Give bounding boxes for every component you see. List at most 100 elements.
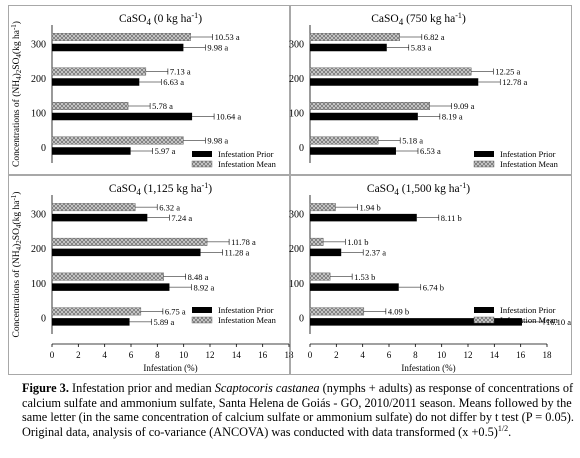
caption-exponent: 1/2: [497, 423, 509, 433]
bar-infestation-prior: [310, 112, 418, 121]
bar-infestation-mean: [51, 136, 184, 145]
bar-infestation-prior: [310, 248, 342, 257]
y-tick-label: 300: [289, 39, 304, 50]
data-label: 5.83 a: [411, 43, 432, 53]
data-label: 10.64 a: [216, 112, 241, 122]
bar-infestation-mean: [309, 203, 336, 212]
y-tick-label: 100: [289, 279, 304, 290]
bar-infestation-prior: [310, 213, 417, 222]
data-label: 11.28 a: [225, 248, 250, 258]
legend-swatch-prior: [474, 151, 494, 157]
bar-infestation-prior: [52, 112, 193, 121]
x-tick-label: 14: [232, 350, 242, 360]
x-tick-label: 12: [206, 350, 215, 360]
bar-infestation-prior: [52, 213, 148, 222]
legend-swatch-prior: [192, 151, 212, 157]
panel-title: CaSO4 (0 kg ha-1): [119, 11, 202, 27]
x-tick-label: 2: [76, 350, 81, 360]
data-label: 11.78 a: [231, 237, 256, 247]
x-axis-label: Infestation (%): [143, 363, 197, 373]
bar-infestation-mean: [51, 102, 129, 110]
data-label: 4.09 b: [388, 307, 409, 317]
panel-title: CaSO4 (750 kg ha-1): [371, 11, 466, 27]
data-label: 5.97 a: [155, 146, 176, 156]
data-label: 6.63 a: [163, 77, 184, 87]
y-tick-label: 100: [289, 108, 304, 119]
caption-text-2: (nymphs + adults) as response of concent…: [22, 381, 574, 439]
data-label: 8.11 b: [441, 213, 462, 223]
data-label: 5.89 a: [154, 317, 175, 327]
data-label: 12.25 a: [495, 67, 520, 77]
data-label: 2.37 a: [365, 248, 386, 258]
y-tick-label: 200: [289, 244, 304, 255]
bar-infestation-mean: [51, 237, 208, 246]
x-tick-label: 6: [129, 350, 134, 360]
legend-label-mean: Infestation Mean: [500, 315, 559, 325]
bar-infestation-prior: [310, 283, 399, 291]
legend-label-prior: Infestation Prior: [218, 305, 274, 315]
x-tick-label: 0: [308, 350, 313, 360]
panel-frame: [290, 5, 572, 175]
y-tick-label: 300: [289, 209, 304, 220]
bar-infestation-mean: [309, 272, 331, 281]
legend-swatch-mean: [191, 316, 213, 324]
y-tick-label: 0: [41, 314, 46, 325]
data-label: 5.78 a: [152, 101, 173, 111]
y-tick-label: 100: [31, 108, 46, 119]
bar-infestation-prior: [52, 78, 140, 86]
x-tick-label: 2: [334, 350, 339, 360]
data-label: 6.75 a: [165, 307, 186, 317]
legend-label-mean: Infestation Mean: [218, 315, 277, 325]
bar-infestation-mean: [51, 203, 136, 212]
x-tick-label: 10: [437, 350, 447, 360]
x-tick-label: 14: [490, 350, 500, 360]
bar-infestation-mean: [51, 67, 147, 76]
bar-infestation-prior: [52, 318, 130, 326]
data-label: 16.10 a: [546, 317, 571, 327]
bar-infestation-prior: [310, 78, 479, 86]
data-label: 8.92 a: [193, 282, 214, 292]
data-label: 7.13 a: [170, 67, 191, 77]
legend-label-mean: Infestation Mean: [500, 159, 559, 169]
data-label: 6.82 a: [424, 32, 445, 42]
bar-infestation-mean: [51, 272, 164, 281]
x-tick-label: 8: [155, 350, 160, 360]
x-tick-label: 10: [179, 350, 189, 360]
bar-infestation-mean: [309, 67, 472, 76]
panel-title: CaSO4 (1,125 kg ha-1): [109, 181, 212, 197]
x-tick-label: 18: [285, 350, 295, 360]
x-tick-label: 4: [102, 350, 107, 360]
panel-frame: [8, 175, 290, 375]
data-label: 1.01 b: [347, 237, 368, 247]
data-label: 6.32 a: [159, 202, 180, 212]
y-tick-label: 300: [31, 39, 46, 50]
panel-title: CaSO4 (1,500 kg ha-1): [367, 181, 470, 197]
bar-infestation-prior: [52, 248, 201, 257]
legend-swatch-mean: [473, 316, 495, 324]
y-tick-label: 200: [31, 244, 46, 255]
bar-infestation-mean: [309, 237, 324, 246]
caption-species: Scaptocoris castanea: [214, 381, 320, 395]
data-label: 6.74 b: [423, 282, 444, 292]
data-label: 1.53 b: [354, 272, 375, 282]
bar-infestation-mean: [309, 102, 430, 110]
bar-infestation-prior: [52, 147, 131, 155]
data-label: 7.24 a: [171, 213, 192, 223]
bar-infestation-mean: [51, 33, 191, 41]
y-axis-label: Concentrations of (NH4)2SO4(kg ha-1): [10, 192, 23, 338]
x-tick-label: 6: [387, 350, 392, 360]
x-tick-label: 12: [464, 350, 473, 360]
panel-frame: [290, 175, 572, 375]
legend-label-prior: Infestation Prior: [500, 305, 556, 315]
caption-text-1: Infestation prior and median: [68, 381, 215, 395]
data-label: 6.53 a: [420, 146, 441, 156]
data-label: 9.98 a: [207, 43, 228, 53]
figure-label: Figure 3.: [22, 381, 69, 395]
legend-swatch-prior: [474, 307, 494, 313]
bar-infestation-prior: [310, 318, 522, 326]
x-tick-label: 4: [360, 350, 365, 360]
y-axis-label: Concentrations of (NH4)2SO4(kg ha-1): [10, 21, 23, 167]
y-tick-label: 300: [31, 209, 46, 220]
x-tick-label: 18: [543, 350, 553, 360]
